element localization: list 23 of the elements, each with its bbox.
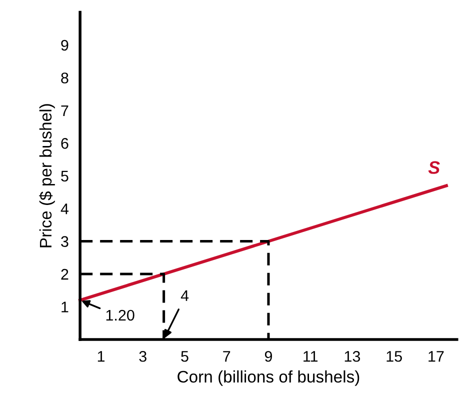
y-tick-label: 4 [60, 204, 69, 214]
y-tick-label: 1 [62, 302, 68, 312]
y-tick-label: 8 [61, 72, 68, 84]
annotation: 1.20 [106, 310, 134, 321]
x-tick-label: 17 [428, 351, 444, 362]
y-tick-label: 2 [61, 268, 68, 280]
x-tick-label: 1 [98, 351, 105, 362]
y-axis-title: Price ($ per bushel) [39, 104, 55, 248]
x-axis-title: Corn (billions of bushels) [178, 370, 360, 386]
y-tick-label: 9 [61, 40, 68, 51]
y-tick-label: 7 [61, 105, 68, 116]
x-tick-label: 9 [264, 350, 272, 362]
y-tick-label: 3 [61, 236, 68, 247]
y-tick-label: 6 [61, 138, 68, 149]
series-label: S [428, 161, 440, 174]
x-tick-label: 15 [386, 351, 402, 362]
y-tick-label: 5 [61, 170, 68, 182]
x-tick-label: 11 [304, 351, 318, 362]
annotation: 4 [180, 290, 189, 301]
x-tick-label: 7 [223, 351, 230, 362]
x-tick-label: 13 [344, 350, 360, 362]
x-tick-label: 3 [139, 350, 146, 362]
x-tick-label: 5 [181, 351, 188, 362]
